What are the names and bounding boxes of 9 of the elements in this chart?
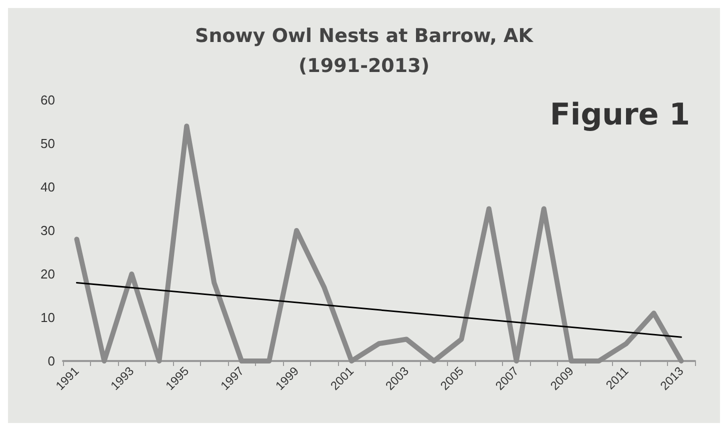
chart-title: Snowy Owl Nests at Barrow, AK (1991-2013) <box>195 25 534 77</box>
y-tick-label: 60 <box>40 92 55 108</box>
y-tick-label: 50 <box>40 136 55 151</box>
y-tick-label: 20 <box>40 266 55 282</box>
y-tick-label: 30 <box>40 223 55 238</box>
y-tick-label: 10 <box>40 310 55 325</box>
annotation: Figure 1 <box>550 98 690 132</box>
y-tick-label: 0 <box>48 354 55 368</box>
y-tick-label: 40 <box>40 180 55 194</box>
